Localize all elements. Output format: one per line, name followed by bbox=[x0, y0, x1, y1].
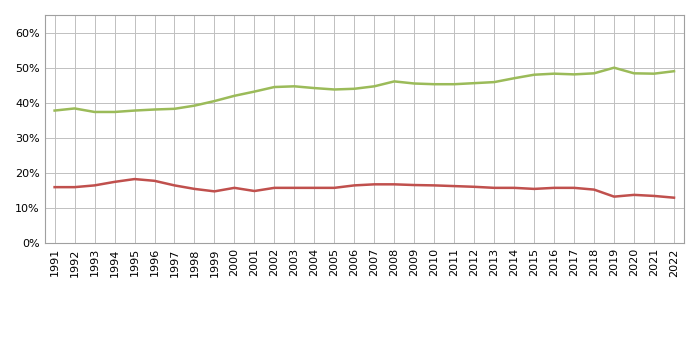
Services bbox=[210, 99, 219, 103]
Manufacturing bbox=[630, 193, 638, 197]
Services bbox=[250, 90, 259, 94]
Services bbox=[510, 76, 519, 80]
Services bbox=[271, 85, 279, 89]
Services bbox=[90, 110, 99, 114]
Manufacturing bbox=[530, 187, 538, 191]
Manufacturing bbox=[550, 186, 559, 190]
Manufacturing bbox=[171, 183, 179, 187]
Services bbox=[130, 108, 138, 113]
Services bbox=[630, 71, 638, 75]
Manufacturing bbox=[350, 183, 359, 187]
Services bbox=[370, 84, 378, 88]
Services bbox=[171, 107, 179, 111]
Manufacturing bbox=[50, 185, 59, 189]
Services bbox=[410, 81, 419, 86]
Services bbox=[390, 79, 398, 83]
Manufacturing bbox=[130, 177, 138, 181]
Manufacturing bbox=[430, 183, 438, 187]
Services bbox=[290, 84, 298, 88]
Manufacturing bbox=[470, 185, 478, 189]
Manufacturing bbox=[650, 194, 658, 198]
Manufacturing bbox=[510, 186, 519, 190]
Line: Manufacturing: Manufacturing bbox=[55, 179, 674, 198]
Services bbox=[330, 88, 338, 92]
Manufacturing bbox=[370, 182, 378, 186]
Services bbox=[71, 106, 79, 111]
Manufacturing bbox=[271, 186, 279, 190]
Services bbox=[530, 73, 538, 77]
Services bbox=[590, 71, 598, 75]
Manufacturing bbox=[71, 185, 79, 189]
Manufacturing bbox=[670, 196, 678, 200]
Services bbox=[490, 80, 498, 84]
Manufacturing bbox=[150, 179, 159, 183]
Services bbox=[550, 72, 559, 76]
Services bbox=[430, 82, 438, 86]
Manufacturing bbox=[570, 186, 578, 190]
Manufacturing bbox=[410, 183, 419, 187]
Services bbox=[650, 72, 658, 76]
Manufacturing bbox=[90, 183, 99, 187]
Services bbox=[350, 87, 359, 91]
Manufacturing bbox=[190, 187, 199, 191]
Manufacturing bbox=[610, 195, 618, 199]
Manufacturing bbox=[230, 186, 238, 190]
Manufacturing bbox=[590, 188, 598, 192]
Manufacturing bbox=[210, 189, 219, 193]
Manufacturing bbox=[330, 186, 338, 190]
Services bbox=[570, 72, 578, 76]
Manufacturing bbox=[290, 186, 298, 190]
Services bbox=[450, 82, 459, 86]
Services bbox=[50, 108, 59, 113]
Services bbox=[230, 94, 238, 98]
Line: Services: Services bbox=[55, 68, 674, 112]
Services bbox=[150, 107, 159, 112]
Services bbox=[310, 86, 319, 90]
Manufacturing bbox=[110, 180, 119, 184]
Services bbox=[190, 104, 199, 108]
Services bbox=[470, 81, 478, 85]
Services bbox=[610, 66, 618, 70]
Manufacturing bbox=[490, 186, 498, 190]
Manufacturing bbox=[310, 186, 319, 190]
Manufacturing bbox=[450, 184, 459, 188]
Legend: Manufacturing, Services: Manufacturing, Services bbox=[247, 336, 482, 338]
Manufacturing bbox=[390, 182, 398, 186]
Services bbox=[670, 69, 678, 73]
Manufacturing bbox=[250, 189, 259, 193]
Services bbox=[110, 110, 119, 114]
